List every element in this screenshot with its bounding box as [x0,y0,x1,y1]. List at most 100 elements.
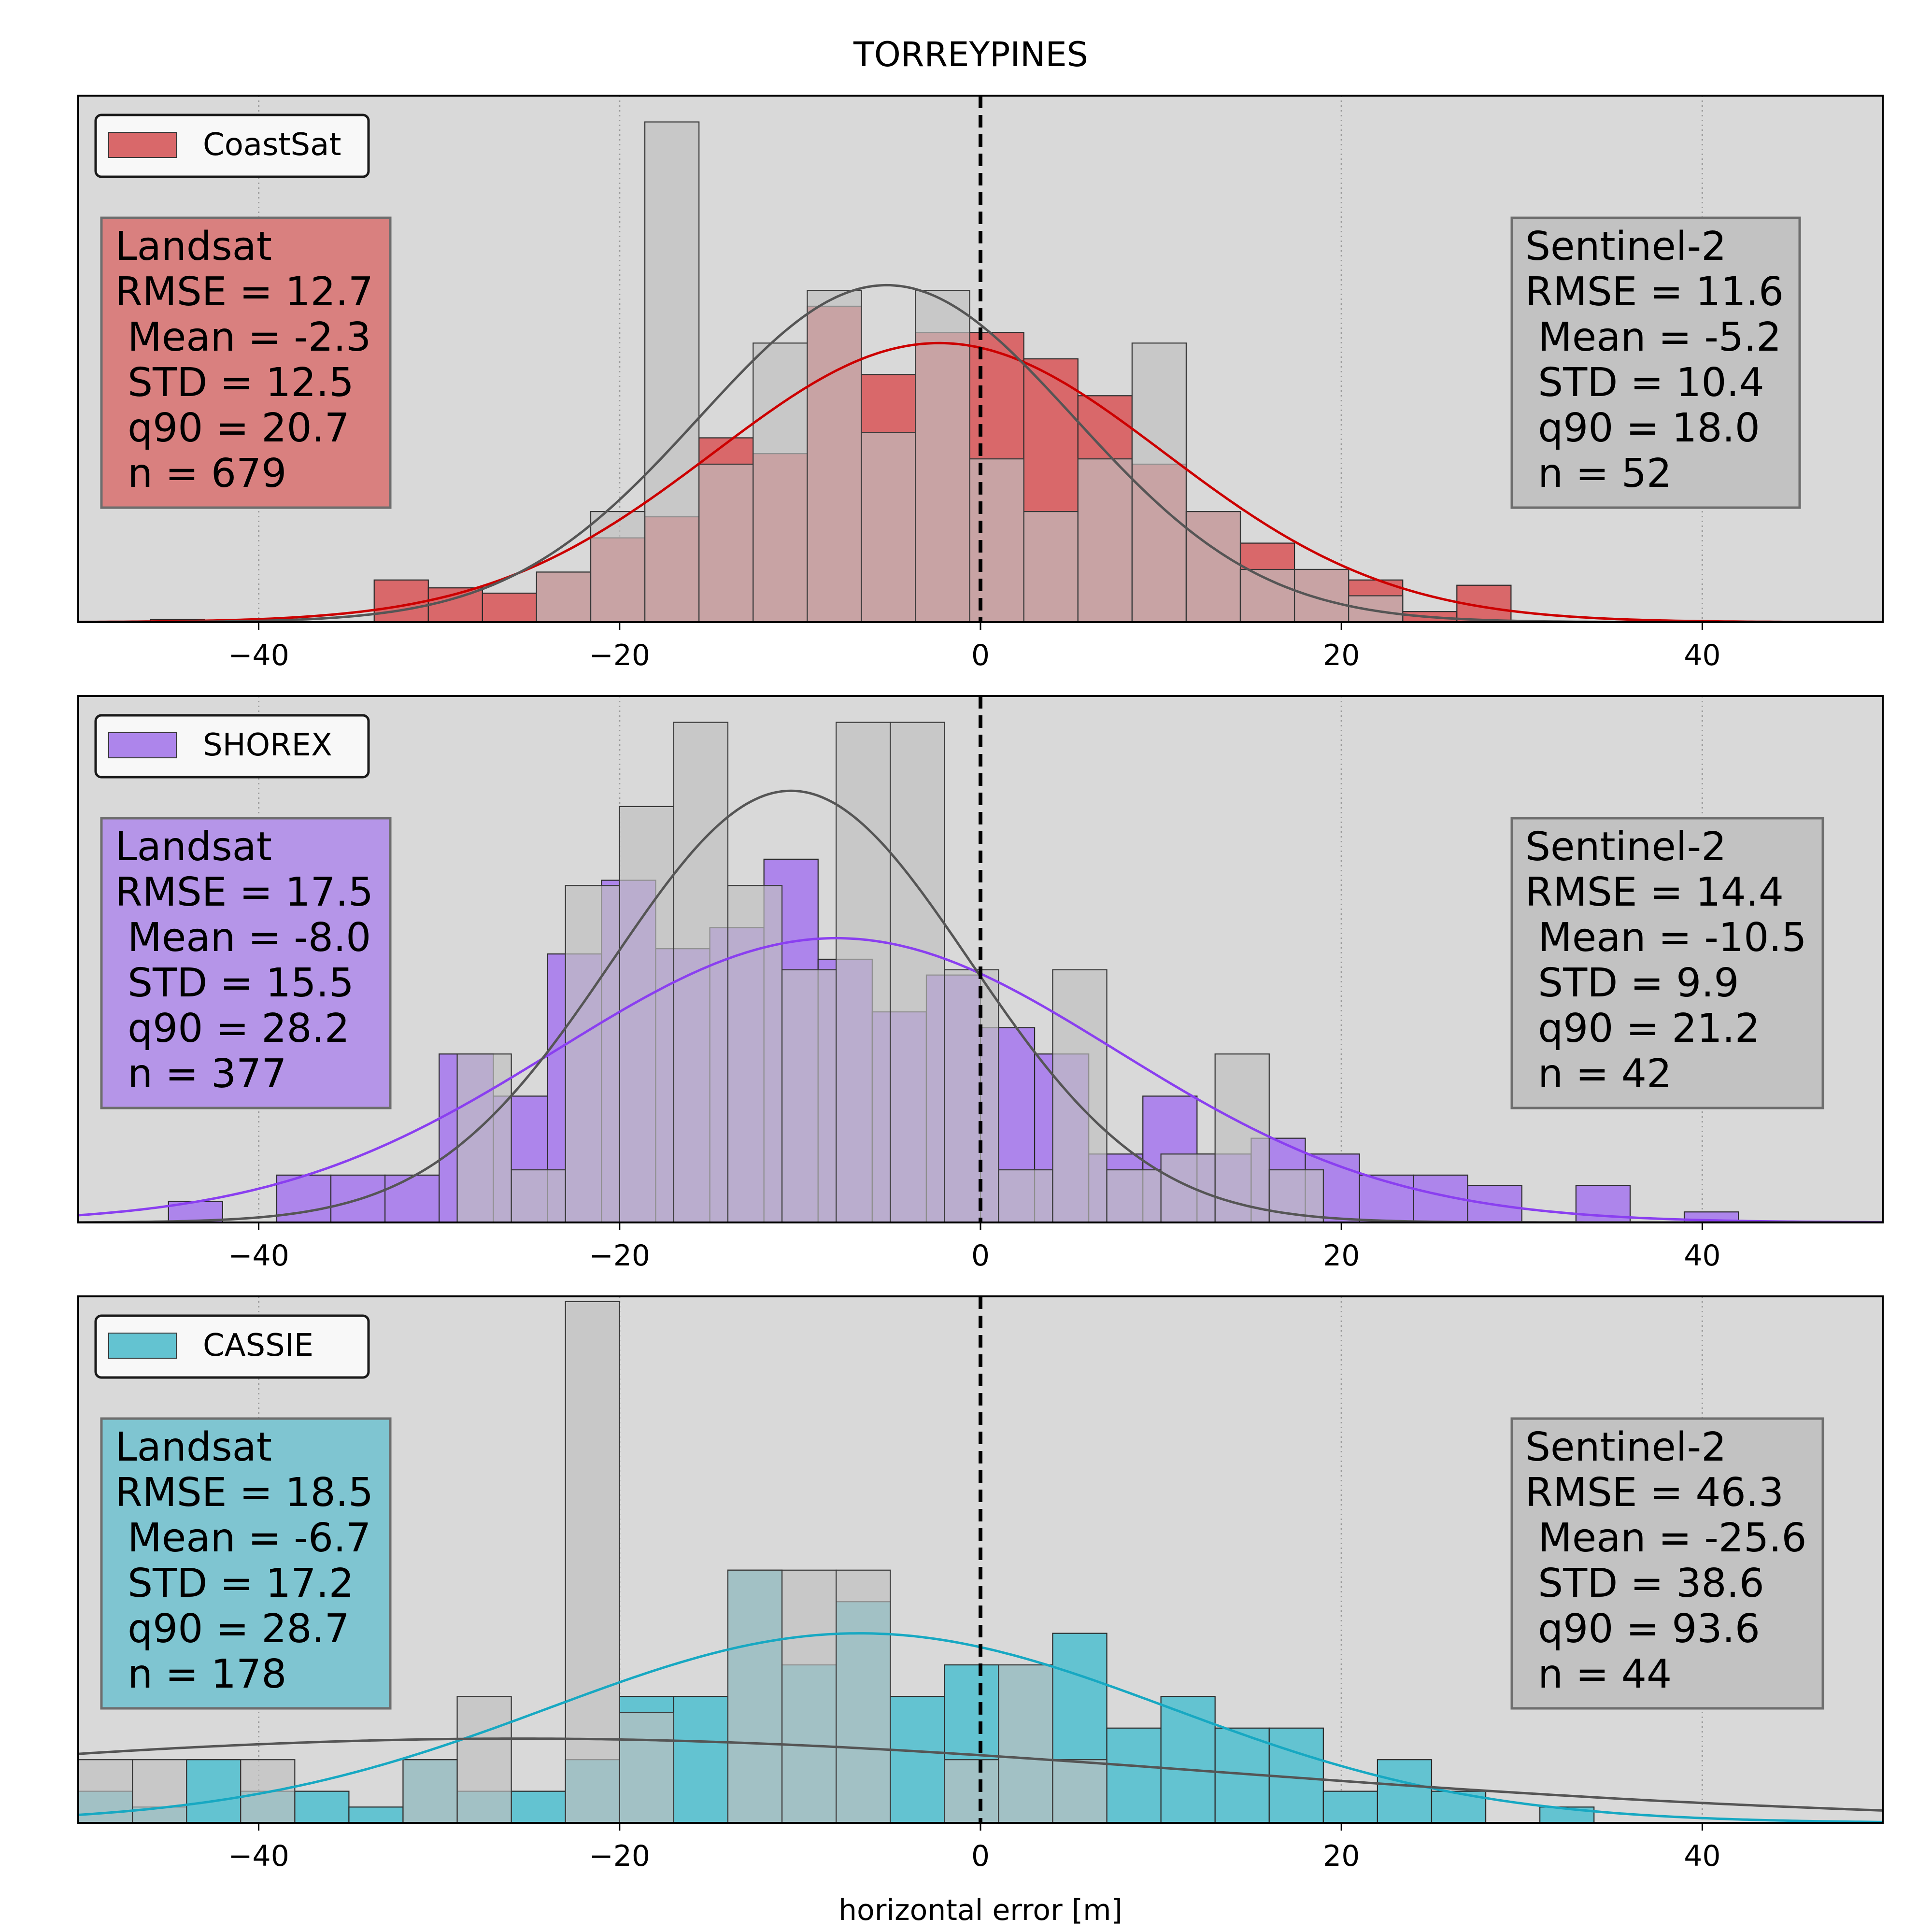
landsat-stats-line: STD = 17.2 [115,1561,354,1606]
landsat-stats-line: Mean = -8.0 [115,915,371,961]
sentinel-bar [644,121,700,622]
landsat-stats-box [100,1417,392,1710]
sentinel-bar [619,1712,674,1823]
sentinel-bar [998,1664,1053,1823]
sentinel-bar [456,1696,512,1823]
legend-swatch [108,132,177,158]
sentinel-bar [1077,458,1133,622]
sentinel-bar [727,1569,783,1823]
sentinel-bar [590,511,646,622]
landsat-bar [186,1759,242,1823]
sentinel-bar [1185,511,1241,622]
sentinel-bar [619,806,674,1222]
landsat-stats-line: RMSE = 18.5 [115,1470,373,1516]
sentinel-stats-line: Mean = -25.6 [1525,1515,1807,1561]
x-tick-label: 40 [1684,1839,1720,1873]
sentinel-bar [807,290,862,622]
sentinel-bar [781,1569,837,1823]
sentinel-bar [944,969,999,1222]
landsat-stats-line: RMSE = 17.5 [115,869,373,915]
landsat-stats-box [100,216,392,509]
sentinel-stats-line: n = 44 [1525,1651,1672,1697]
landsat-stats-line: q90 = 28.7 [115,1606,350,1652]
landsat-bar [1377,1759,1433,1823]
landsat-stats-line: n = 178 [115,1651,286,1697]
x-tick-label: −20 [589,1839,650,1873]
sentinel-bar [1052,1759,1108,1823]
legend-label: SHOREX [203,727,332,763]
x-tick-label: −20 [589,1239,650,1273]
sentinel-stats-line: RMSE = 11.6 [1525,269,1784,315]
sentinel-bar [565,1301,620,1823]
sentinel-stats-line: q90 = 93.6 [1525,1606,1760,1652]
x-tick-label: 20 [1323,1839,1360,1873]
landsat-stats-line: RMSE = 12.7 [115,269,373,315]
landsat-bar [511,1790,566,1823]
sentinel-bar [781,969,837,1222]
sentinel-stats-line: Sentinel-2 [1525,1424,1726,1470]
sentinel-stats-line: RMSE = 14.4 [1525,869,1784,915]
landsat-bar [1160,1696,1216,1823]
plot-area [78,722,1883,1222]
landsat-bar [348,1806,404,1823]
sentinel-bar [1214,1053,1270,1222]
sentinel-bar [131,1759,187,1823]
sentinel-stats-line: q90 = 21.2 [1525,1006,1760,1051]
x-tick-label: 0 [971,1239,990,1273]
x-tick-label: 20 [1323,1239,1360,1273]
sentinel-bar [1348,595,1404,622]
x-tick-label: 40 [1684,639,1720,672]
sentinel-bar [698,463,754,622]
sentinel-stats-line: q90 = 18.0 [1525,405,1760,451]
sentinel-fit-curve [78,1737,1883,1812]
x-tick-label: 20 [1323,639,1360,672]
sentinel-stats-line: Mean = -5.2 [1525,314,1781,360]
sentinel-bar [1106,1169,1162,1222]
sentinel-bar [511,1169,566,1222]
sentinel-bar [836,722,891,1222]
landsat-stats-line: STD = 15.5 [115,960,354,1006]
landsat-bar [373,579,429,622]
x-tick-label: 0 [971,1839,990,1873]
plot-area [78,1301,1883,1823]
sentinel-bar [673,722,729,1222]
landsat-bar [482,592,538,622]
x-tick-label: −40 [228,1239,289,1273]
sentinel-bar [969,458,1024,622]
sentinel-stats-line: Sentinel-2 [1525,224,1726,270]
sentinel-stats-box [1510,1417,1824,1710]
landsat-stats-box [100,817,392,1109]
sentinel-bar [456,1053,512,1222]
sentinel-stats-line: STD = 38.6 [1525,1561,1764,1606]
landsat-stats-line: Mean = -6.7 [115,1515,371,1561]
sentinel-bar [1293,568,1350,622]
landsat-bar [1106,1727,1162,1823]
sentinel-stats-line: RMSE = 46.3 [1525,1470,1784,1516]
sentinel-bar [890,722,945,1222]
sentinel-bar [536,571,592,622]
figure-title: TORREYPINES [853,35,1088,74]
sentinel-bar [1268,1169,1324,1222]
sentinel-bar [1160,1153,1216,1222]
landsat-stats-line: Landsat [115,824,272,870]
sentinel-stats-line: Sentinel-2 [1525,824,1726,870]
sentinel-stats-line: n = 42 [1525,1051,1672,1097]
legend-label: CASSIE [203,1328,313,1364]
landsat-bar [1359,1174,1414,1222]
landsat-stats-line: Landsat [115,224,272,270]
sentinel-stats-line: n = 52 [1525,451,1672,497]
x-tick-label: −40 [228,1839,289,1873]
legend-box [94,1314,370,1379]
x-tick-label: −20 [589,639,650,672]
landsat-bar [890,1696,945,1823]
sentinel-bar [565,885,620,1222]
x-tick-label: −40 [228,639,289,672]
legend-label: CoastSat [203,127,341,163]
sentinel-stats-box [1510,216,1801,509]
landsat-stats-line: Landsat [115,1424,272,1470]
sentinel-stats-line: Mean = -10.5 [1525,915,1807,961]
